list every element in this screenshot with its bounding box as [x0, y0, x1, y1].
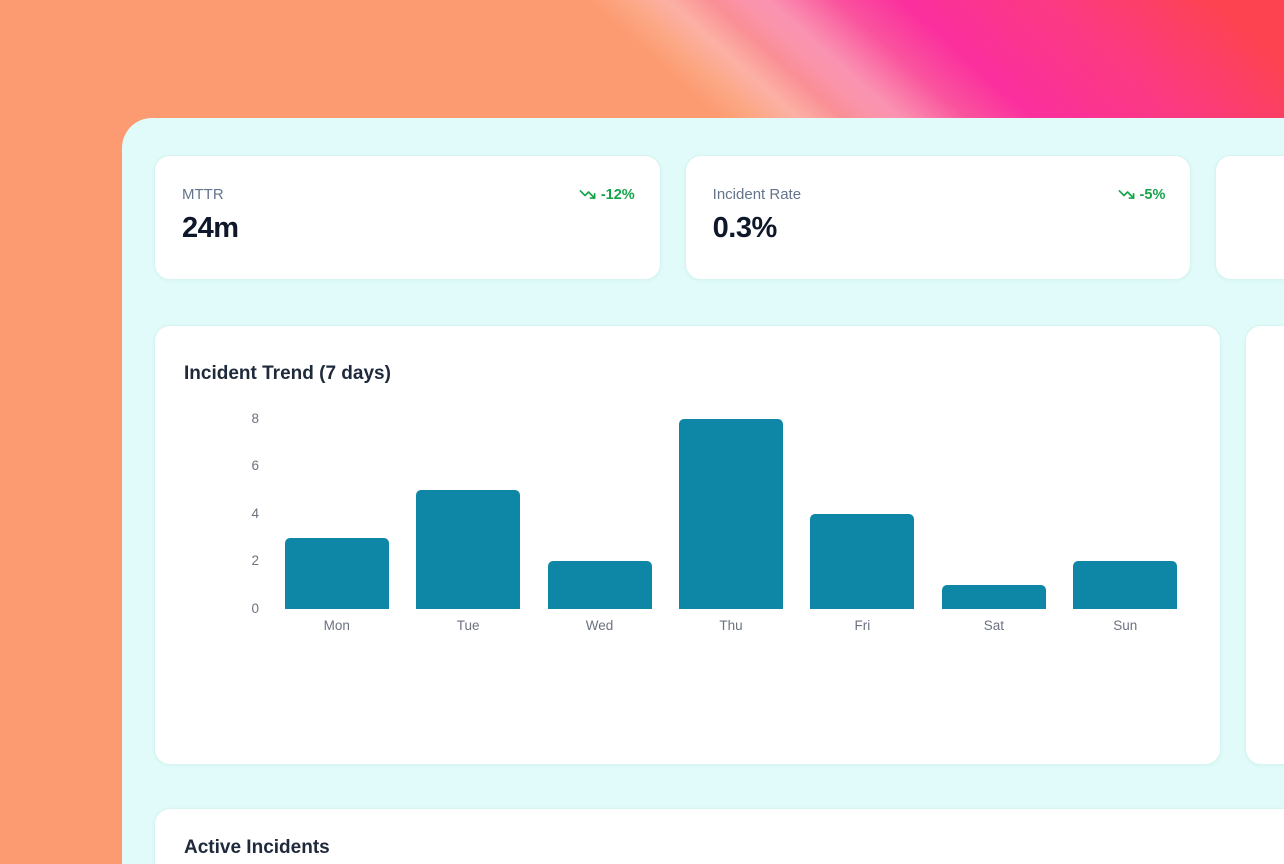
x-tick-label: Thu: [719, 618, 743, 633]
x-tick-label: Fri: [854, 618, 871, 633]
trending-down-icon: [1118, 186, 1135, 203]
chart-y-axis: 0 2 4 6 8: [184, 409, 271, 616]
bar-slot: [1060, 561, 1191, 609]
bar-mon: [284, 537, 389, 609]
active-incidents-card: Active Incidents: [154, 808, 1284, 864]
dashboard-panel: MTTR -12% 24m Incident Ra: [122, 118, 1284, 864]
stat-delta-value: -12%: [600, 186, 635, 203]
chart-x-axis: Mon Tue Wed Thu Fri Sat Sun: [271, 618, 1191, 633]
y-tick-label: 0: [251, 601, 259, 616]
stat-label: Incident Rate: [712, 186, 802, 203]
bar-slot: [271, 537, 402, 609]
y-tick-label: 4: [251, 505, 259, 521]
y-tick-label: 8: [251, 410, 259, 426]
stat-value: 24m: [182, 212, 239, 244]
bar-plot: [271, 409, 1191, 609]
active-incidents-title: Active Incidents: [184, 837, 330, 858]
bar-thu: [678, 418, 783, 609]
chart-title: Incident Trend (7 days): [184, 363, 391, 384]
x-tick-label: Tue: [456, 618, 480, 633]
stat-card-mttr: MTTR -12% 24m: [154, 155, 661, 280]
bar-slot: [402, 489, 533, 609]
x-tick-label: Sat: [983, 618, 1004, 633]
x-tick-label: Wed: [585, 618, 614, 633]
stat-card-header: Incident Rate -5%: [713, 186, 1166, 203]
bar-wed: [547, 561, 652, 609]
bar-slot: [534, 561, 665, 609]
stat-delta-badge: -12%: [579, 186, 635, 203]
x-tick-label: Mon: [323, 618, 350, 633]
y-tick-label: 2: [251, 553, 259, 569]
stat-value: 0.3%: [712, 212, 778, 244]
side-card-partial: [1245, 325, 1284, 765]
bar-chart: 0 2 4 6 8: [184, 409, 1191, 616]
bar-tue: [416, 489, 521, 609]
stat-delta-value: -5%: [1139, 186, 1166, 203]
bar-slot: [665, 418, 796, 609]
incidents-row: Active Incidents: [154, 808, 1284, 864]
bar-slot: [797, 513, 928, 609]
stat-card-header: MTTR -12%: [182, 186, 635, 203]
bar-fri: [810, 513, 915, 609]
stat-label: MTTR: [182, 186, 224, 203]
incident-trend-card: Incident Trend (7 days) 0 2 4 6 8 Mon Tue Wed T…: [154, 325, 1221, 765]
trending-down-icon: [579, 186, 596, 203]
stats-row: MTTR -12% 24m Incident Ra: [154, 155, 1284, 280]
stat-card-incident-rate: Incident Rate -5% 0.3%: [684, 155, 1192, 280]
y-tick-label: 6: [251, 458, 259, 474]
x-tick-label: Sun: [1113, 618, 1138, 633]
bar-slot: [928, 585, 1059, 609]
bar-sun: [1073, 561, 1178, 609]
bar-sat: [941, 585, 1046, 609]
stat-card-partial: [1215, 155, 1284, 280]
chart-row: Incident Trend (7 days) 0 2 4 6 8 Mon Tue Wed T…: [154, 325, 1284, 765]
stat-delta-badge: -5%: [1118, 186, 1166, 203]
